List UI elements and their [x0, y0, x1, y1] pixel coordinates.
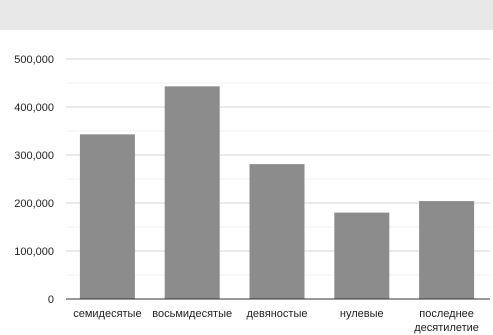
bar [164, 86, 220, 299]
y-tick-label: 0 [48, 294, 54, 306]
bar [334, 212, 390, 299]
bars [79, 86, 475, 299]
bar [419, 201, 475, 299]
y-tick-label: 500,000 [14, 54, 54, 66]
y-tick-label: 100,000 [14, 246, 54, 258]
x-tick-label: восьмидесятые [152, 308, 232, 320]
bar [249, 164, 305, 299]
x-tick-label: нулевые [340, 308, 384, 320]
x-axis: семидесятые восьмидесятые девяностые нулевы… [66, 298, 490, 334]
chart-title-bar [0, 0, 493, 30]
y-tick-label: 300,000 [14, 150, 54, 162]
y-tick-label: 200,000 [14, 198, 54, 210]
bar [79, 134, 135, 299]
x-tick-label: последнее десятилетие [414, 308, 479, 334]
y-axis: 0 100,000 200,000 300,000 400,000 500,000 [14, 54, 54, 306]
x-tick-label: семидесятые [73, 308, 141, 320]
y-tick-label: 400,000 [14, 102, 54, 114]
x-tick-label: девяностые [247, 308, 308, 320]
